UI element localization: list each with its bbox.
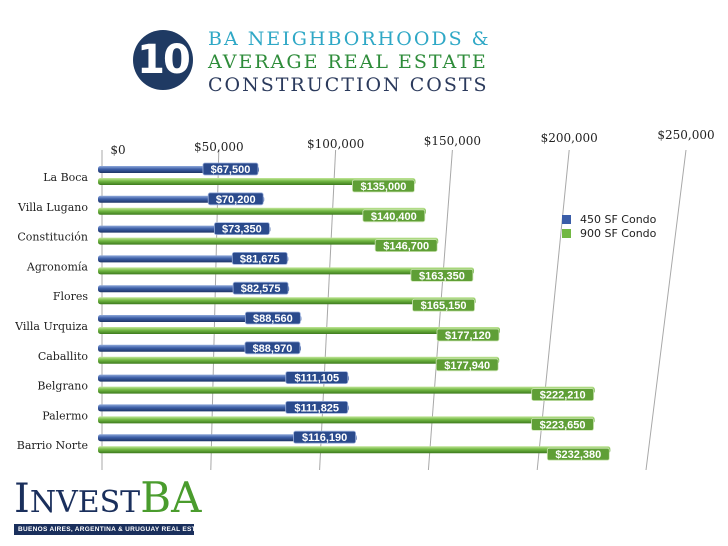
data-label-bg-450sf [231,251,288,265]
bar-900sf [98,267,474,275]
data-label-bg-450sf [202,162,259,176]
data-label-bg-900sf [410,268,474,282]
data-label-450sf: $82,575 [241,283,281,295]
data-label-bg-900sf [546,447,610,461]
title-line-2: AVERAGE REAL ESTATE [208,51,488,73]
data-label-bg-900sf [435,358,499,372]
category-label: Constitución [17,231,88,244]
bar-900sf [98,327,500,334]
data-label-900sf: $135,000 [360,181,406,193]
badge-number: 10 [137,37,191,83]
bar-900sf [98,207,426,215]
category-label: Villa Urquiza [14,320,88,333]
category-labels: La Boca Villa Lugano Constitución Agronomía… [14,171,88,452]
category-label: Palermo [42,409,88,422]
data-label-bg-900sf [412,298,475,312]
x-axis-ticks: $0 $50,000 $100,000 $150,000 $200,000 $250,00… [110,128,714,157]
data-label-bg-900sf [436,328,500,342]
data-label-900sf: $223,650 [540,419,586,431]
x-tick-label: $250,000 [657,128,714,142]
data-label-bg-900sf [531,417,594,431]
bar-900sf [98,416,595,424]
data-label-900sf: $232,380 [555,449,601,461]
category-label: Belgrano [37,380,88,393]
data-label-bg-900sf [362,209,426,223]
data-label-900sf: $146,700 [383,241,429,253]
bar-900sf [98,178,416,185]
data-label-900sf: $177,940 [444,360,490,372]
logo-subtitle: BUENOS AIRES, ARGENTINA & URUGUAY REAL E… [14,524,209,535]
data-label-900sf: $140,400 [371,211,417,223]
x-tick-label: $100,000 [307,137,364,151]
page-title: BA NEIGHBORHOODS & AVERAGE REAL ESTATE C… [208,28,491,97]
legend-swatch [562,215,571,224]
grid-line [645,149,687,471]
bar-900sf [98,446,611,454]
x-tick-label: $0 [110,143,125,157]
category-label: Agronomía [26,260,89,273]
data-label-450sf: $67,500 [211,164,251,176]
bar-900sf [98,386,595,394]
data-label-bg-450sf [207,192,264,206]
bar-900sf [98,237,439,245]
legend-swatch [562,229,571,238]
data-label-450sf: $116,190 [302,432,347,444]
x-tick-label: $200,000 [541,131,598,145]
data-label-bg-450sf [285,400,349,414]
data-label-450sf: $111,825 [294,402,339,414]
data-label-900sf: $165,150 [421,300,467,312]
data-label-bg-900sf [352,179,415,193]
data-label-900sf: $163,350 [419,270,465,282]
data-label-bg-450sf [293,430,357,444]
data-label-bg-450sf [232,281,289,295]
data-label-450sf: $88,560 [253,313,293,325]
data-label-450sf: $81,675 [240,253,280,265]
data-label-450sf: $73,350 [222,224,262,236]
logo-initial: I [14,476,30,522]
x-tick-label: $50,000 [194,140,244,154]
data-label-900sf: $177,120 [445,330,491,342]
number-badge: 10 [133,30,193,90]
category-label: Flores [53,290,89,303]
category-label: Barrio Norte [17,439,88,452]
data-label-450sf: $111,105 [294,373,339,385]
data-label-900sf: $222,210 [540,390,586,402]
x-tick-label: $150,000 [424,134,481,148]
data-label-bg-900sf [374,239,438,253]
category-label: Caballito [38,350,89,363]
category-label: La Boca [43,171,88,184]
investba-logo: INVESTBA BUENOS AIRES, ARGENTINA & URUGU… [14,476,209,535]
bar-900sf [98,356,500,364]
bar-450sf [98,434,357,442]
logo-rest: NVEST [29,485,141,520]
title-line-3: CONSTRUCTION COSTS [208,74,489,96]
category-label: Villa Lugano [17,201,88,214]
data-label-bg-450sf [244,341,301,355]
data-label-bg-450sf [244,311,301,325]
data-label-bg-450sf [285,371,349,385]
data-label-450sf: $88,970 [253,343,293,355]
data-label-bg-450sf [213,222,270,236]
data-label-450sf: $70,200 [216,194,256,206]
title-line-1: BA NEIGHBORHOODS & [208,28,491,50]
legend-label: 450 SF Condo [580,213,657,226]
bars: $67,500 $135,000 $70,200 $140,400 $73,350 $14… [98,162,611,461]
logo-ba: BA [140,473,202,522]
bar-900sf [98,297,476,305]
data-label-bg-900sf [531,388,595,402]
legend-label: 900 SF Condo [580,227,657,240]
